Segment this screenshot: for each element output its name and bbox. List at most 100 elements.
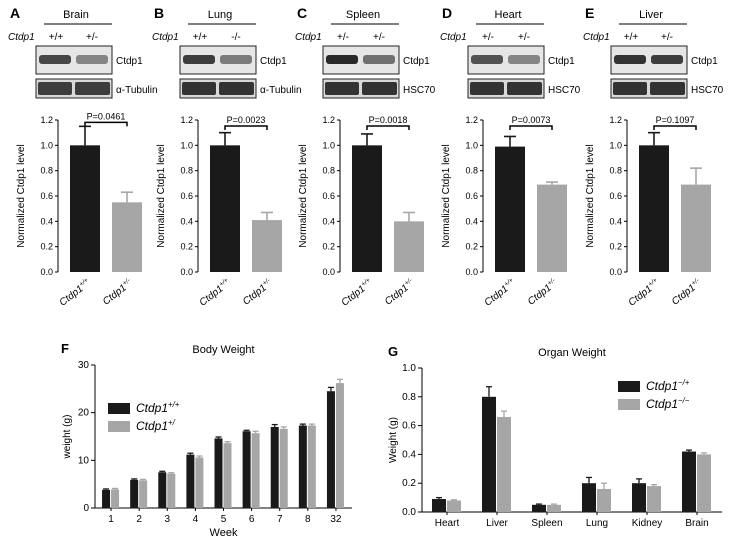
y-tick-label: 1.2	[609, 115, 622, 125]
y-tick-label: 1.2	[465, 115, 478, 125]
y-tick-label: 0.8	[465, 166, 478, 176]
panel-letter: C	[297, 5, 307, 21]
p-value-label: P=0.1097	[656, 115, 695, 125]
target-band	[508, 55, 540, 64]
loading-band	[325, 82, 359, 95]
target-band	[326, 55, 358, 64]
target-band	[39, 55, 71, 64]
category-label: Ctdp1+/-	[382, 276, 417, 307]
bar	[432, 499, 446, 512]
y-tick-label: 1.0	[180, 140, 193, 150]
p-value-label: P=0.0461	[87, 111, 126, 121]
bar	[270, 426, 279, 508]
y-tick-label: 0	[83, 503, 89, 514]
y-tick-label: 0.2	[609, 242, 622, 252]
loading-control-label: HSC70	[403, 85, 436, 96]
y-tick-label: 0.6	[180, 191, 193, 201]
blot-panel-D: D Heart Ctdp1 +/- +/- Ctdp1 HSC70	[440, 5, 581, 99]
category-label: Ctdp1+/-	[669, 276, 704, 307]
lane-label: +/-	[373, 32, 385, 43]
organ-weight-chart: G Organ Weight 0.0 0.2 0.4 0.6 0.8 1.0 Weight (g…	[388, 344, 722, 529]
y-tick-label: 0.6	[402, 421, 416, 432]
y-tick-label: 0.4	[180, 216, 193, 226]
loading-band	[613, 82, 647, 95]
chart-title: Organ Weight	[538, 347, 606, 359]
loading-control-label: HSC70	[548, 85, 581, 96]
loading-control-label: α-Tubulin	[260, 85, 302, 96]
x-tick-label: 1	[108, 514, 114, 525]
x-tick-label: 32	[330, 514, 342, 525]
target-band	[471, 55, 503, 64]
x-tick-label: Kidney	[632, 518, 663, 529]
normalized-level-charts: 0.0 0.2 0.4 0.6 0.8 1.0 1.2 Normalized Ctdp1 le…	[16, 111, 711, 309]
y-tick-label: 1.2	[40, 115, 53, 125]
legend-label: Ctdp1−/+	[646, 378, 690, 393]
y-tick-label: 1.2	[180, 115, 193, 125]
genotype-label: Ctdp1	[152, 32, 179, 43]
bar	[394, 221, 424, 272]
y-tick-label: 0.0	[402, 507, 416, 518]
legend-label: Ctdp1+/+	[136, 400, 180, 415]
y-tick-label: 0.0	[180, 267, 193, 277]
bar	[70, 145, 100, 272]
lane-label: +/-	[86, 32, 98, 43]
y-tick-label: 0.8	[180, 166, 193, 176]
significance-bracket	[653, 125, 697, 130]
y-axis-label: Normalized Ctdp1 level	[156, 144, 167, 247]
x-tick-label: 5	[221, 514, 227, 525]
bar	[252, 220, 282, 272]
target-band	[614, 55, 646, 64]
loading-band	[219, 82, 254, 95]
genotype-label: Ctdp1	[583, 32, 610, 43]
y-tick-label: 0.0	[322, 267, 335, 277]
y-axis-label: weight (g)	[62, 415, 73, 460]
y-tick-label: 1.0	[40, 140, 53, 150]
p-value-label: P=0.0073	[512, 115, 551, 125]
x-tick-label: 7	[277, 514, 283, 525]
bar	[298, 425, 307, 508]
loading-control-label: α-Tubulin	[116, 85, 158, 96]
y-axis-label: Normalized Ctdp1 level	[441, 144, 452, 247]
genotype-label: Ctdp1	[8, 32, 35, 43]
bar	[195, 457, 204, 508]
category-label: Ctdp1+/-	[525, 276, 560, 307]
tissue-label: Liver	[639, 9, 663, 21]
y-tick-label: 0.2	[322, 242, 335, 252]
lane-label: +/-	[518, 32, 530, 43]
lane-label: +/+	[49, 32, 64, 43]
significance-bracket	[224, 125, 268, 130]
bar	[214, 438, 223, 508]
y-axis-label: Normalized Ctdp1 level	[298, 144, 309, 247]
y-axis-label: Normalized Ctdp1 level	[585, 144, 596, 247]
target-protein-label: Ctdp1	[548, 56, 575, 67]
x-tick-label: 3	[164, 514, 170, 525]
chart-title: Body Weight	[192, 344, 254, 356]
legend-label: Ctdp1−/−	[646, 396, 690, 411]
panel-letter: G	[388, 344, 398, 359]
y-tick-label: 0.6	[609, 191, 622, 201]
legend-label: Ctdp1+/	[136, 418, 176, 433]
bar	[482, 396, 496, 512]
y-axis-label: Normalized Ctdp1 level	[16, 144, 27, 247]
y-tick-label: 0.4	[322, 216, 335, 226]
legend-swatch	[618, 399, 640, 410]
target-band	[651, 55, 683, 64]
x-tick-label: 2	[136, 514, 142, 525]
y-tick-label: 0.6	[322, 191, 335, 201]
x-tick-label: 8	[305, 514, 311, 525]
legend-swatch	[108, 421, 130, 432]
level-chart-E: 0.0 0.2 0.4 0.6 0.8 1.0 1.2 Normalized Ctdp1 le…	[585, 115, 711, 309]
category-label: Ctdp1+/+	[339, 277, 375, 309]
bar	[326, 391, 335, 508]
bar	[582, 483, 596, 512]
blot-panel-B: B Lung Ctdp1 +/+ -/- Ctdp1 α-Tubulin	[152, 5, 302, 99]
y-tick-label: 0.2	[40, 242, 53, 252]
y-tick-label: 1.0	[465, 140, 478, 150]
p-value-label: P=0.0023	[227, 115, 266, 125]
panel-letter: E	[585, 5, 594, 21]
x-tick-label: Liver	[486, 518, 508, 529]
y-tick-label: 0.8	[402, 392, 416, 403]
bar	[186, 454, 195, 508]
y-tick-label: 0.4	[465, 216, 478, 226]
